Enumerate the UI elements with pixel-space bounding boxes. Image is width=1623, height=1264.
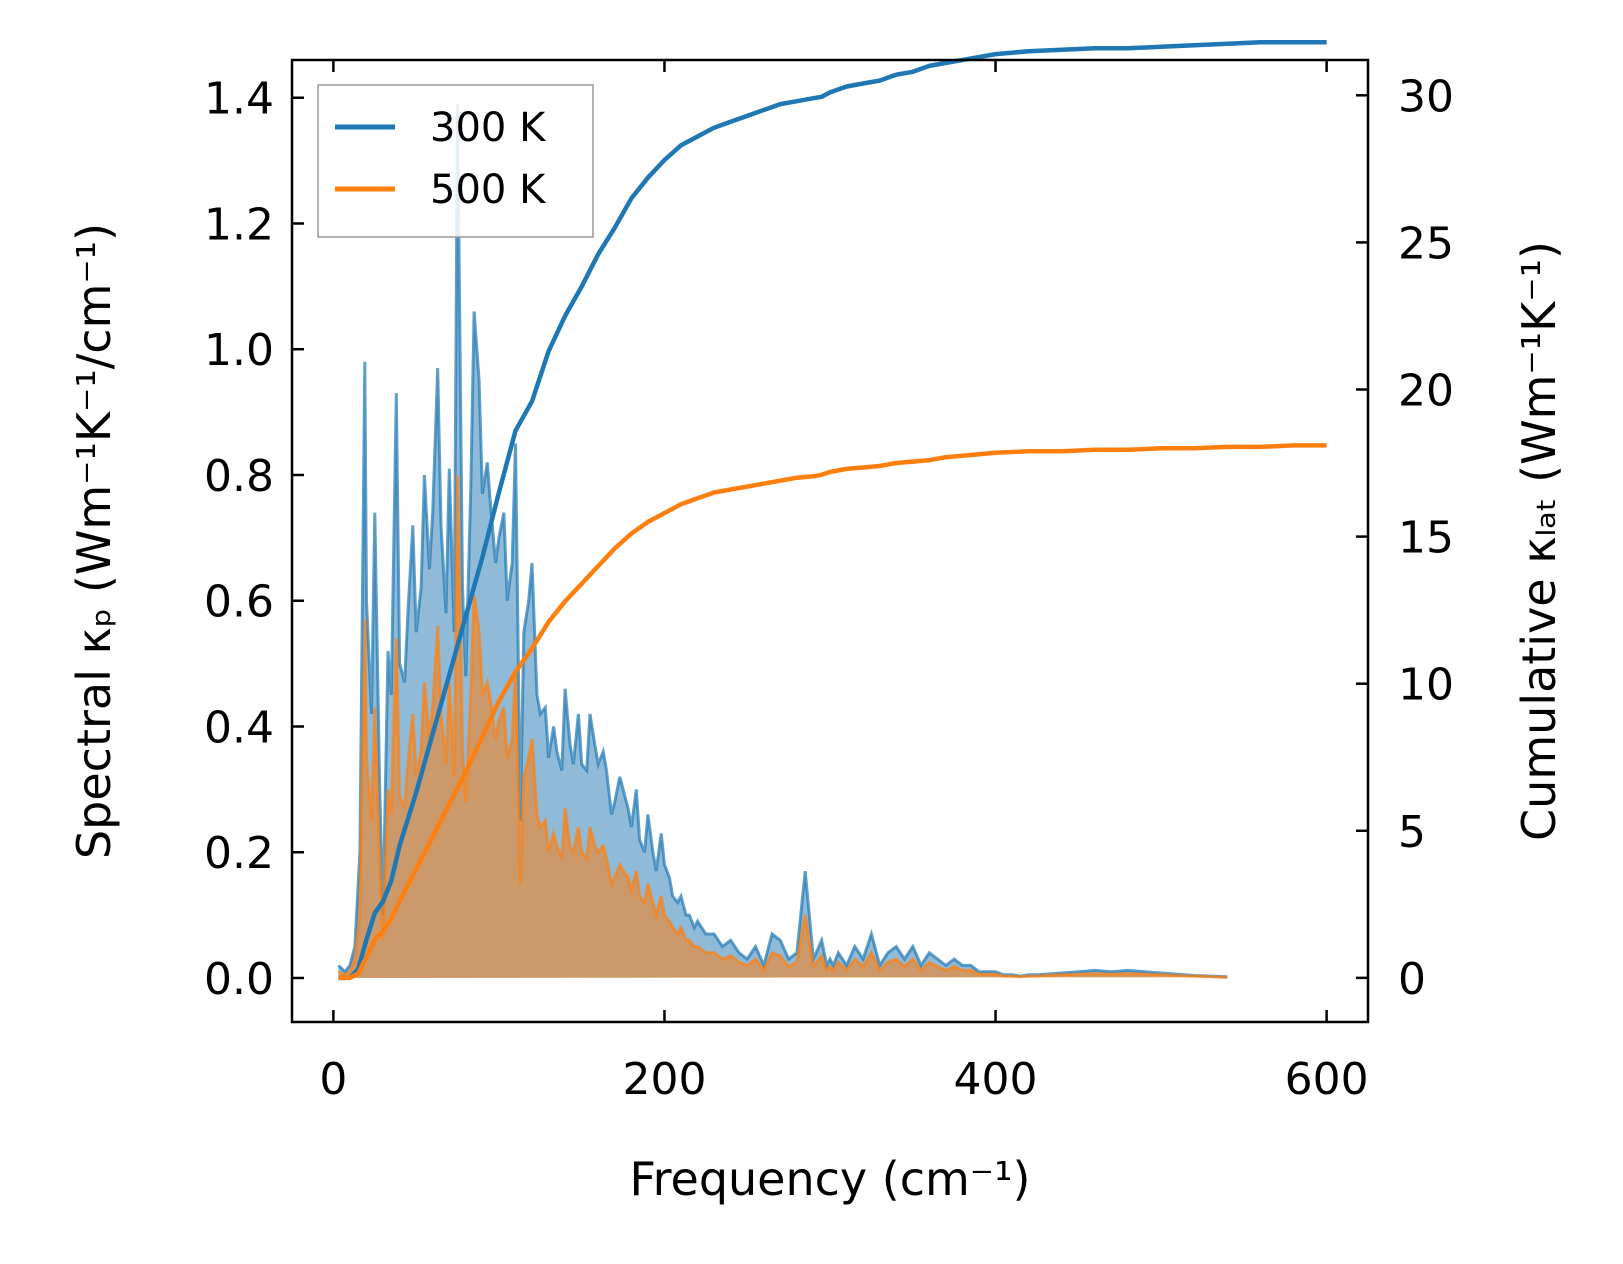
legend-label-500k: 500 K bbox=[430, 167, 547, 213]
plot-frame bbox=[290, 58, 1370, 1024]
tick-layer: 0 200 400 600 0.0 0.2 0.4 0.6 0.8 1.0 1.2 1.4 0 5 10 15… bbox=[204, 60, 1454, 1105]
y-tick-label-right: 20 bbox=[1398, 365, 1454, 416]
y-tick-label-left: 0.4 bbox=[204, 702, 274, 753]
x-tick-label: 0 bbox=[319, 1054, 347, 1105]
x-tick-label: 200 bbox=[622, 1054, 706, 1105]
y-tick-label-left: 0.6 bbox=[204, 577, 274, 628]
cumulative-line-300k bbox=[338, 40, 1327, 981]
spectral-line-300k bbox=[337, 103, 1228, 979]
legend-label-300k: 300 K bbox=[430, 105, 547, 151]
line-layer bbox=[338, 40, 1327, 981]
x-tick-label: 400 bbox=[954, 1054, 1038, 1105]
cumulative-line-500k bbox=[338, 443, 1327, 981]
x-axis-label: Frequency (cm⁻¹) bbox=[630, 1152, 1031, 1206]
legend: 300 K 500 K bbox=[317, 84, 594, 238]
y-tick-label-left: 1.2 bbox=[204, 199, 274, 250]
y-tick-label-right: 10 bbox=[1398, 660, 1454, 711]
y-tick-label-left: 0.0 bbox=[204, 954, 274, 1005]
y-tick-label-right: 5 bbox=[1398, 807, 1426, 858]
spectral-fill-layer bbox=[337, 103, 1228, 979]
x-tick-label: 600 bbox=[1285, 1054, 1369, 1105]
y-tick-label-right: 30 bbox=[1398, 71, 1454, 122]
y-tick-label-right: 25 bbox=[1398, 218, 1454, 269]
y-tick-label-right: 15 bbox=[1398, 513, 1454, 564]
y-tick-label-left: 0.2 bbox=[204, 828, 274, 879]
y-tick-label-left: 0.8 bbox=[204, 451, 274, 502]
spectral-line-500k bbox=[337, 474, 1228, 979]
y-axis-label-left: Spectral κₚ (Wm⁻¹K⁻¹/cm⁻¹) bbox=[67, 223, 121, 859]
y-tick-label-left: 1.0 bbox=[204, 325, 274, 376]
y-axis-label-right: Cumulative κₗₐₜ (Wm⁻¹K⁻¹) bbox=[1512, 241, 1566, 841]
legend-box bbox=[317, 84, 594, 238]
y-tick-label-left: 1.4 bbox=[204, 74, 274, 125]
y-tick-label-right: 0 bbox=[1398, 954, 1426, 1005]
